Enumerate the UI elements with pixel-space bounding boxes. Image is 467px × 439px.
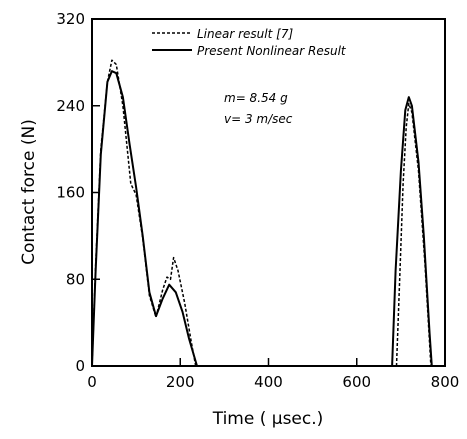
annotation-velocity: v= 3 m/sec	[224, 112, 293, 126]
x-axis-label: Time ( μsec.)	[212, 409, 324, 429]
legend-entry-linear: Linear result [7]	[197, 27, 293, 41]
x-tick-label: 400	[254, 373, 283, 391]
y-tick-label: 240	[56, 97, 85, 115]
y-axis-label: Contact force (N)	[19, 119, 39, 265]
linear-result-line-segment-1	[91, 59, 197, 367]
x-tick-label: 600	[342, 373, 371, 391]
x-tick-label: 0	[87, 373, 97, 391]
legend: Linear result [7] Present Nonlinear Resu…	[152, 27, 347, 58]
y-tick-label: 80	[66, 270, 85, 288]
plot-frame	[91, 18, 446, 367]
y-axis-ticks: 0 80 160 240 320	[56, 10, 100, 375]
x-tick-label: 200	[166, 373, 195, 391]
annotation-mass: m= 8.54 g	[224, 91, 288, 105]
linear-result-line-segment-2	[395, 102, 432, 367]
y-tick-label: 320	[56, 10, 85, 28]
y-tick-label: 160	[56, 184, 85, 202]
series-layer	[91, 59, 433, 367]
legend-entry-nonlinear: Present Nonlinear Result	[197, 44, 347, 58]
y-tick-label: 0	[75, 357, 85, 375]
nonlinear-result-line-segment-2	[391, 96, 433, 367]
x-axis-ticks: 0 200 400 600 800	[87, 358, 459, 391]
nonlinear-result-line-segment-1	[91, 70, 198, 367]
x-tick-label: 800	[431, 373, 460, 391]
